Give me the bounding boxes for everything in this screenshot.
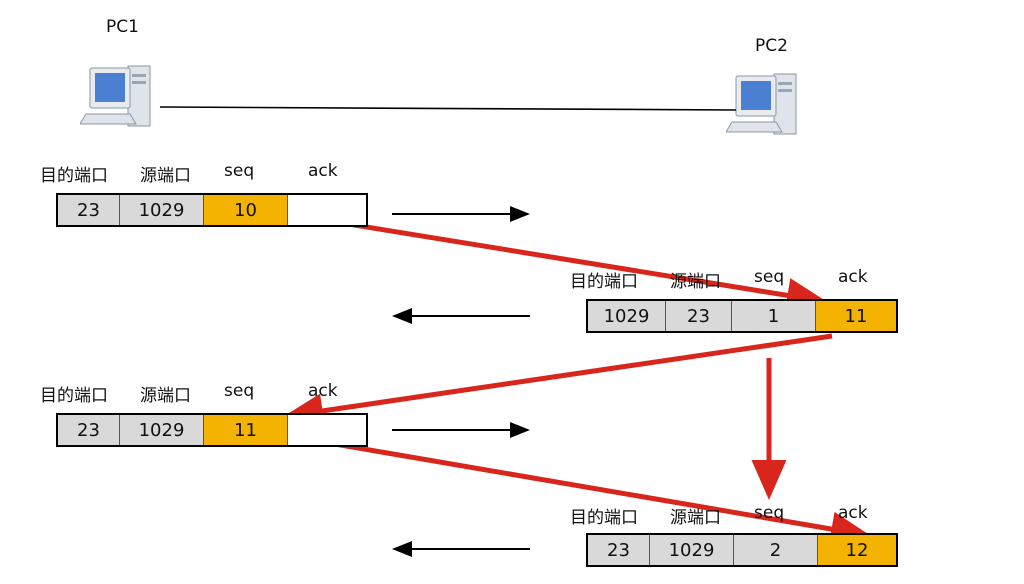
computer-icon [80, 65, 151, 127]
src-port-cell: 23 [666, 301, 732, 331]
header-ack: ack [308, 161, 338, 181]
header-ack: ack [838, 503, 868, 523]
src-port-cell: 1029 [120, 195, 204, 225]
src-port-cell: 1029 [650, 535, 734, 565]
network-link [159, 106, 737, 111]
ack-to-seq-arrow [283, 333, 833, 429]
header-ack: ack [838, 267, 868, 287]
header-ack: ack [308, 381, 338, 401]
seq-cell: 10 [204, 195, 288, 225]
dst-port-cell: 1029 [588, 301, 666, 331]
header-seq: seq [754, 503, 785, 523]
header-dst-port: 目的端口 [40, 166, 108, 186]
packet-1: 23 1029 10 [56, 193, 368, 227]
pc1-label: PC1 [106, 17, 139, 37]
packet-2: 1029 23 1 11 [586, 299, 898, 333]
header-src-port: 源端口 [670, 508, 721, 528]
header-seq: seq [754, 267, 785, 287]
ack-cell [288, 195, 366, 225]
header-src-port: 源端口 [670, 272, 721, 292]
header-seq: seq [224, 381, 255, 401]
ack-cell: 12 [818, 535, 896, 565]
header-dst-port: 目的端口 [570, 272, 638, 292]
dst-port-cell: 23 [58, 415, 120, 445]
header-seq: seq [224, 161, 255, 181]
computer-icon [726, 73, 797, 135]
seq-cell: 2 [734, 535, 818, 565]
packet-3: 23 1029 11 [56, 413, 368, 447]
header-src-port: 源端口 [140, 166, 191, 186]
packet-4: 23 1029 2 12 [586, 533, 898, 567]
seq-to-ack-arrow [287, 433, 871, 547]
dst-port-cell: 23 [588, 535, 650, 565]
header-src-port: 源端口 [140, 386, 191, 406]
seq-cell: 11 [204, 415, 288, 445]
header-dst-port: 目的端口 [40, 386, 108, 406]
dst-port-cell: 23 [58, 195, 120, 225]
ack-cell: 11 [816, 301, 896, 331]
ack-cell [288, 415, 366, 445]
header-dst-port: 目的端口 [570, 508, 638, 528]
src-port-cell: 1029 [120, 415, 204, 445]
seq-cell: 1 [732, 301, 816, 331]
pc2-label: PC2 [755, 36, 788, 56]
